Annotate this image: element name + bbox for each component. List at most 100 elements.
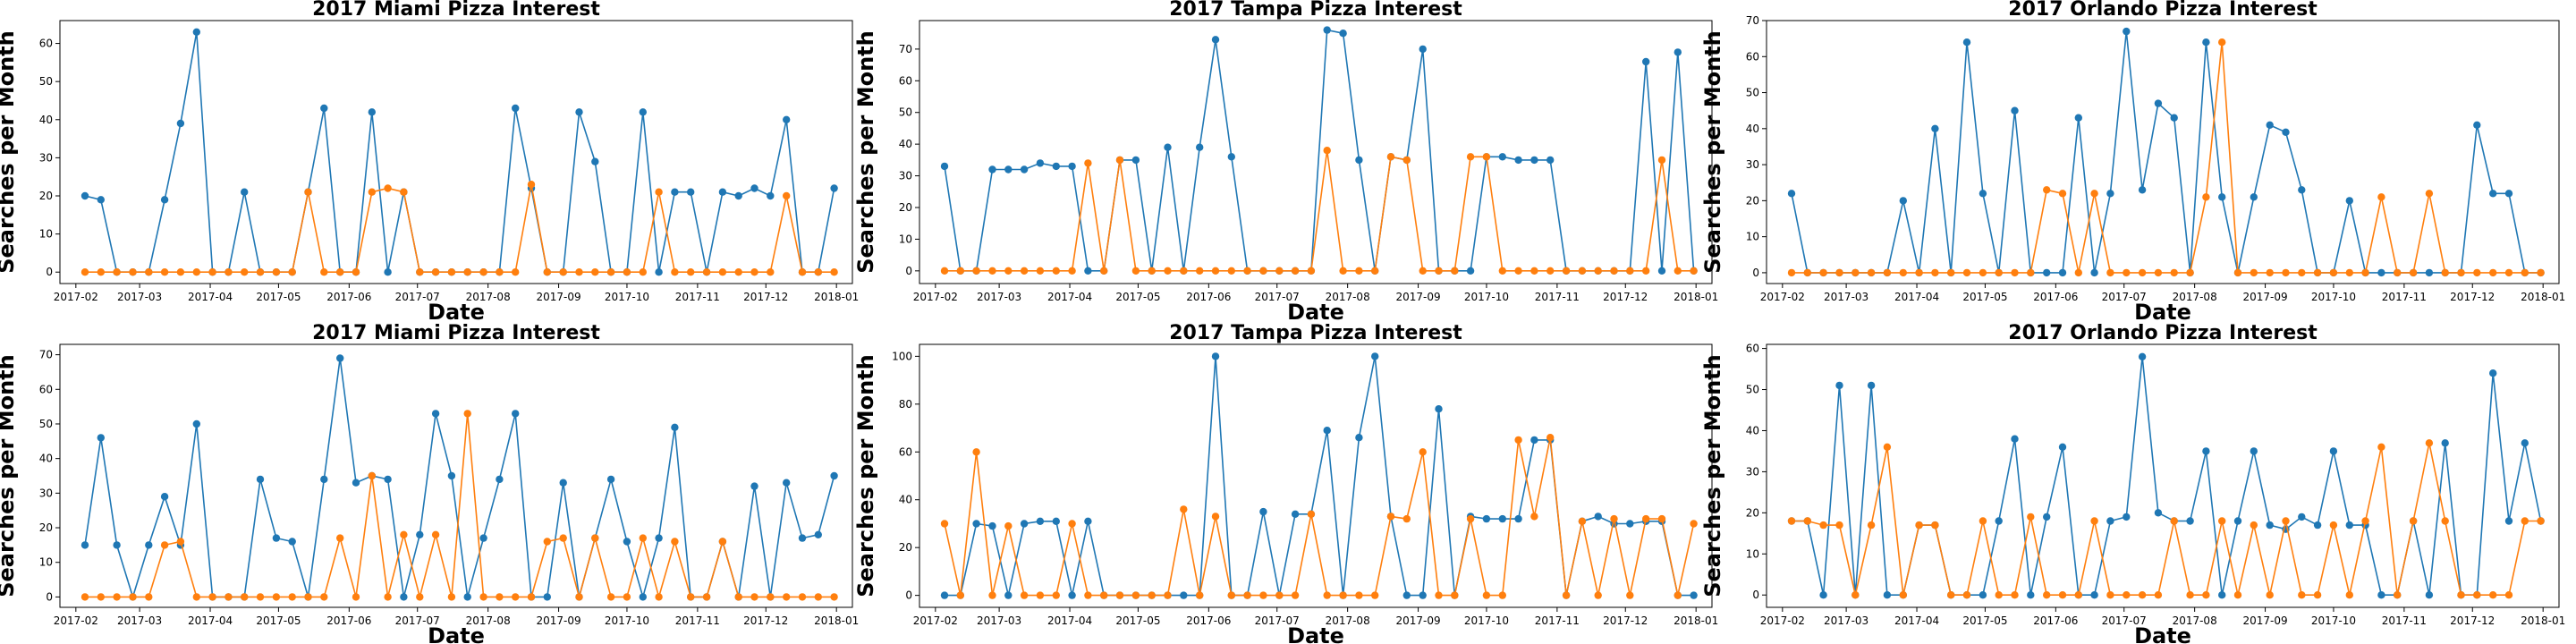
y-tick-label: 60 (1746, 50, 1759, 63)
y-tick-label: 40 (1746, 424, 1759, 436)
x-tick-label: 2017-04 (188, 614, 233, 627)
x-tick-label: 2017-02 (913, 291, 958, 303)
data-point (591, 157, 599, 165)
y-tick-label: 60 (899, 74, 912, 87)
data-point (814, 268, 822, 276)
data-point (352, 479, 360, 487)
data-point (559, 534, 567, 542)
data-point (256, 268, 265, 276)
data-point (1148, 591, 1156, 599)
data-point (479, 534, 487, 542)
data-point (160, 268, 169, 276)
data-point (1164, 591, 1172, 599)
data-point (1402, 514, 1411, 523)
data-point (750, 184, 758, 192)
y-tick-label: 20 (39, 521, 53, 534)
x-tick-label: 2017-05 (1962, 614, 2007, 627)
series-2 (940, 147, 1698, 275)
data-point (1947, 591, 1955, 599)
y-axis-label: Searches per Month (1700, 30, 1725, 274)
data-point (1931, 521, 1939, 530)
data-point (1004, 165, 1013, 174)
data-point (192, 268, 200, 276)
data-point (1084, 159, 1092, 167)
data-point (2298, 186, 2306, 194)
data-point (1995, 591, 2003, 599)
x-tick-label: 2017-10 (1464, 291, 1509, 303)
plot-frame (59, 343, 853, 608)
data-point (1594, 267, 1602, 275)
x-tick-label: 2017-10 (2311, 291, 2356, 303)
data-point (1819, 591, 1827, 599)
data-point (1323, 591, 1331, 599)
data-point (2282, 268, 2290, 277)
data-point (1307, 510, 1316, 518)
data-point (1036, 591, 1045, 599)
data-point (1962, 38, 1971, 47)
data-point (80, 593, 89, 601)
data-point (2011, 591, 2019, 599)
data-point (2218, 38, 2226, 47)
data-point (1466, 153, 1475, 161)
data-point (2154, 268, 2163, 277)
data-point (2186, 591, 2194, 599)
data-point (1323, 26, 1331, 34)
data-point (2473, 591, 2481, 599)
data-point (639, 108, 647, 116)
data-point (2345, 521, 2353, 530)
data-point (80, 268, 89, 276)
x-tick-label: 2017-12 (1603, 291, 1648, 303)
data-point (783, 191, 791, 200)
y-tick-label: 40 (899, 494, 912, 506)
data-point (1626, 520, 1634, 528)
data-point (1466, 514, 1475, 523)
data-point (1402, 156, 1411, 165)
x-tick-label: 2017-03 (1824, 291, 1868, 303)
data-point (2154, 99, 2163, 107)
data-point (479, 593, 487, 601)
data-point (623, 538, 631, 546)
x-tick-label: 2017-09 (2242, 614, 2287, 627)
data-point (1196, 267, 1204, 275)
data-point (1323, 147, 1331, 155)
data-point (639, 593, 647, 601)
data-point (1180, 591, 1188, 599)
series-2 (1787, 38, 2545, 277)
data-point (606, 475, 615, 484)
x-tick-label: 2017-10 (605, 614, 649, 627)
data-point (575, 593, 583, 601)
series-line (1792, 443, 2541, 597)
x-tick-label: 2017-08 (466, 614, 511, 627)
y-tick-label: 0 (905, 589, 912, 602)
y-tick-label: 30 (39, 151, 53, 164)
chart-title: 2017 Tampa Pizza Interest (1169, 322, 1462, 344)
data-point (2074, 268, 2082, 277)
data-point (1339, 30, 1347, 38)
data-point (2329, 521, 2338, 530)
data-point (272, 268, 281, 276)
data-point (1514, 267, 1522, 275)
data-point (1674, 591, 1682, 599)
data-point (798, 534, 807, 542)
data-point (1068, 520, 1076, 528)
data-point (1867, 381, 1876, 390)
data-point (2409, 268, 2418, 277)
data-point (671, 268, 679, 276)
chart-title: 2017 Tampa Pizza Interest (1169, 0, 1462, 21)
data-point (160, 196, 169, 204)
data-point (591, 268, 599, 276)
data-point (687, 593, 695, 601)
data-point (687, 268, 695, 276)
data-point (352, 593, 360, 601)
x-tick-label: 2017-04 (1894, 614, 1939, 627)
data-point (2043, 186, 2051, 194)
data-point (2233, 268, 2242, 277)
data-point (2329, 447, 2338, 455)
x-tick-label: 2017-10 (605, 291, 649, 303)
series-2 (80, 181, 838, 276)
data-point (2441, 517, 2449, 525)
data-point (988, 521, 996, 530)
data-point (2154, 509, 2163, 517)
data-point (2106, 190, 2114, 198)
data-point (2074, 114, 2082, 122)
